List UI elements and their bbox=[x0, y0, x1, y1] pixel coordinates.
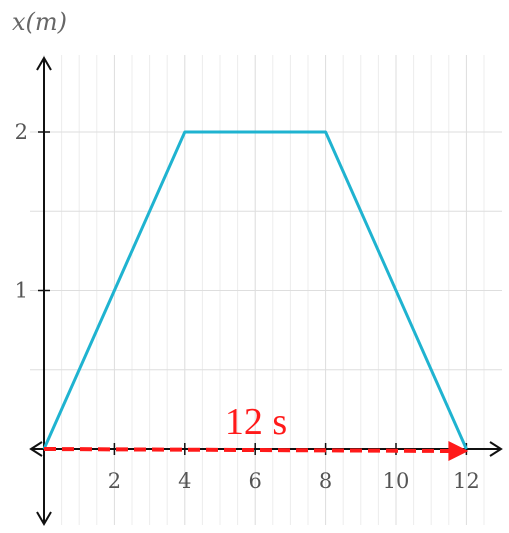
x-axis-arrow-left bbox=[29, 441, 43, 457]
duration-arrow-line bbox=[43, 447, 453, 453]
x-tick-label: 8 bbox=[319, 469, 332, 493]
data-series bbox=[42, 130, 468, 450]
x-tick-label: 4 bbox=[178, 469, 191, 493]
x-tick-label: 6 bbox=[249, 469, 262, 493]
position-series-line bbox=[42, 130, 468, 450]
y-axis-label: x(m) bbox=[12, 8, 67, 36]
x-tick-label: 10 bbox=[383, 469, 410, 493]
grid bbox=[30, 55, 502, 525]
duration-annotation-label: 12 s bbox=[225, 401, 287, 443]
duration-arrow-head bbox=[448, 441, 469, 461]
y-axis-arrow-up bbox=[36, 56, 52, 71]
y-tick-label: 1 bbox=[15, 279, 28, 303]
y-axis-arrow-down bbox=[36, 511, 52, 526]
y-tick-label: 2 bbox=[15, 120, 28, 144]
annotation: 12 s bbox=[43, 401, 469, 461]
x-tick-label: 12 bbox=[453, 469, 480, 493]
x-axis-arrow-right bbox=[489, 441, 503, 457]
x-tick-label: 2 bbox=[108, 469, 121, 493]
